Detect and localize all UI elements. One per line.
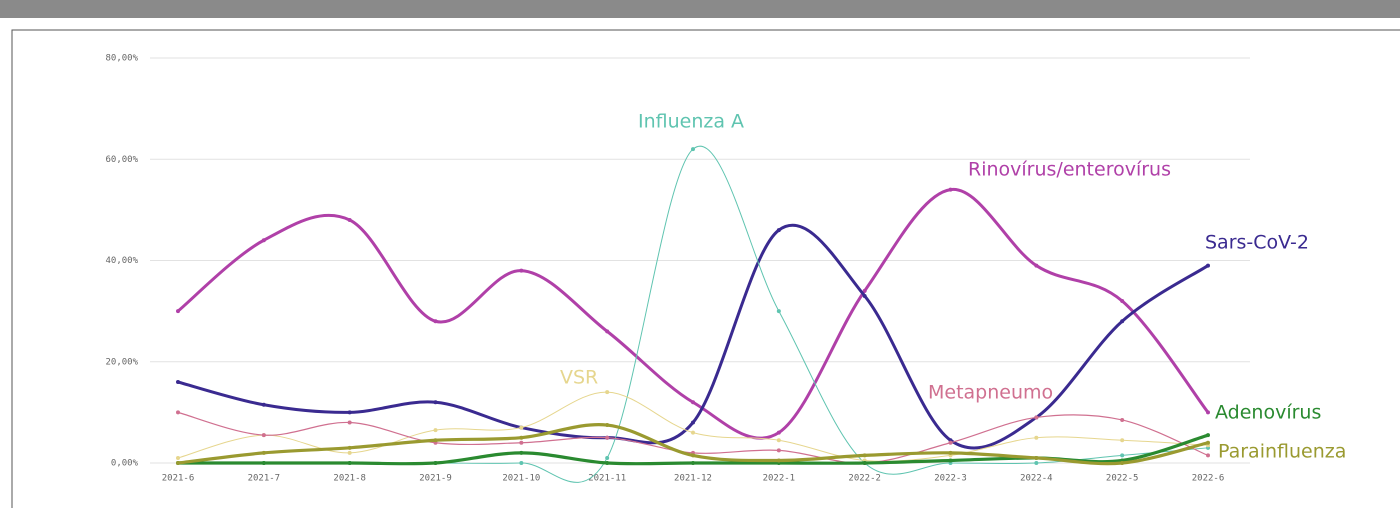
data-point: [519, 268, 524, 273]
data-point: [433, 400, 438, 405]
data-point: [776, 458, 781, 463]
data-point: [433, 319, 438, 324]
data-point: [1206, 453, 1210, 458]
data-point: [519, 440, 524, 445]
x-tick-label: 2022-2: [848, 474, 881, 484]
series-label: Adenovírus: [1215, 402, 1321, 424]
data-point: [605, 423, 610, 428]
x-tick-label: 2022-6: [1192, 474, 1225, 484]
series-label: VSR: [560, 367, 598, 389]
data-point: [948, 440, 953, 445]
data-point: [347, 218, 352, 222]
data-point: [261, 450, 266, 455]
data-point: [691, 461, 695, 465]
data-point: [605, 329, 610, 334]
data-point: [519, 450, 524, 455]
data-point: [691, 147, 695, 152]
data-point: [1206, 263, 1210, 268]
data-point: [176, 455, 180, 460]
data-point: [862, 293, 867, 298]
data-point: [691, 430, 695, 435]
x-tick-label: 2021-10: [502, 474, 540, 484]
data-point: [176, 309, 180, 314]
data-point: [691, 400, 695, 405]
data-point: [347, 420, 352, 425]
data-point: [776, 309, 781, 314]
data-point: [519, 435, 524, 440]
y-tick-label: 80,00%: [105, 54, 138, 64]
data-point: [605, 390, 610, 395]
x-tick-label: 2021-11: [588, 474, 626, 484]
frame: [11, 29, 1400, 508]
data-point: [862, 453, 867, 458]
data-point: [605, 455, 610, 460]
data-point: [1034, 415, 1039, 420]
x-tick-label: 2021-7: [248, 474, 281, 484]
x-tick-label: 2021-8: [333, 474, 366, 484]
data-point: [948, 450, 953, 455]
data-point: [776, 438, 781, 443]
x-tick-label: 2021-6: [162, 474, 195, 484]
data-point: [176, 380, 180, 384]
data-point: [261, 461, 266, 465]
x-tick-label: 2022-4: [1020, 474, 1053, 484]
data-point: [261, 238, 266, 243]
x-tick-label: 2021-12: [674, 474, 712, 484]
series-line: [177, 223, 1209, 450]
series-label: Sars-CoV-2: [1205, 232, 1309, 254]
data-point: [433, 438, 438, 443]
data-point: [1206, 433, 1210, 438]
data-point: [176, 410, 180, 415]
data-point: [948, 458, 953, 463]
series-line: [177, 423, 1209, 466]
series-label: Metapneumo: [928, 382, 1053, 404]
data-point: [1034, 435, 1039, 440]
data-point: [1120, 438, 1125, 443]
data-point: [1120, 417, 1125, 422]
y-tick-label: 0,00%: [111, 459, 139, 469]
data-point: [1206, 410, 1210, 415]
data-point: [691, 453, 695, 458]
data-point: [261, 402, 266, 407]
data-point: [1120, 461, 1125, 465]
data-point: [862, 288, 867, 293]
x-tick-label: 2022-5: [1106, 474, 1139, 484]
series-label: Parainfluenza: [1218, 441, 1346, 463]
series-label: Influenza A: [638, 111, 744, 133]
data-point: [862, 461, 867, 465]
data-point: [776, 448, 781, 453]
y-tick-label: 20,00%: [105, 357, 138, 367]
data-point: [1034, 455, 1039, 460]
y-tick-label: 60,00%: [105, 155, 138, 165]
data-point: [605, 435, 610, 440]
data-point: [347, 410, 352, 415]
data-point: [1034, 263, 1039, 268]
data-point: [519, 425, 524, 430]
data-point: [1034, 461, 1039, 465]
data-point: [347, 461, 352, 465]
series-label: Rinovírus/enterovírus: [968, 159, 1171, 181]
data-point: [691, 420, 695, 425]
y-tick-label: 40,00%: [105, 256, 138, 266]
data-point: [948, 187, 953, 192]
header-bar: [0, 0, 1400, 18]
data-point: [519, 461, 524, 465]
data-point: [347, 445, 352, 450]
data-point: [433, 428, 438, 433]
data-point: [776, 228, 781, 233]
data-point: [605, 461, 610, 465]
data-point: [176, 461, 180, 465]
x-tick-label: 2022-3: [934, 474, 967, 484]
data-point: [433, 461, 438, 465]
data-point: [776, 430, 781, 435]
x-tick-label: 2022-1: [763, 474, 796, 484]
data-point: [1206, 440, 1210, 445]
data-point: [347, 450, 352, 455]
data-point: [1120, 453, 1125, 458]
data-point: [1120, 319, 1125, 324]
data-point: [261, 433, 266, 438]
data-point: [1120, 299, 1125, 303]
x-tick-label: 2021-9: [419, 474, 452, 484]
